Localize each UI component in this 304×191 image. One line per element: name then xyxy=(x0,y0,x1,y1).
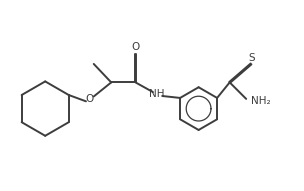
Text: S: S xyxy=(249,53,255,63)
Text: O: O xyxy=(131,42,140,53)
Text: O: O xyxy=(86,94,94,104)
Text: NH: NH xyxy=(149,89,164,99)
Text: NH₂: NH₂ xyxy=(251,96,271,106)
